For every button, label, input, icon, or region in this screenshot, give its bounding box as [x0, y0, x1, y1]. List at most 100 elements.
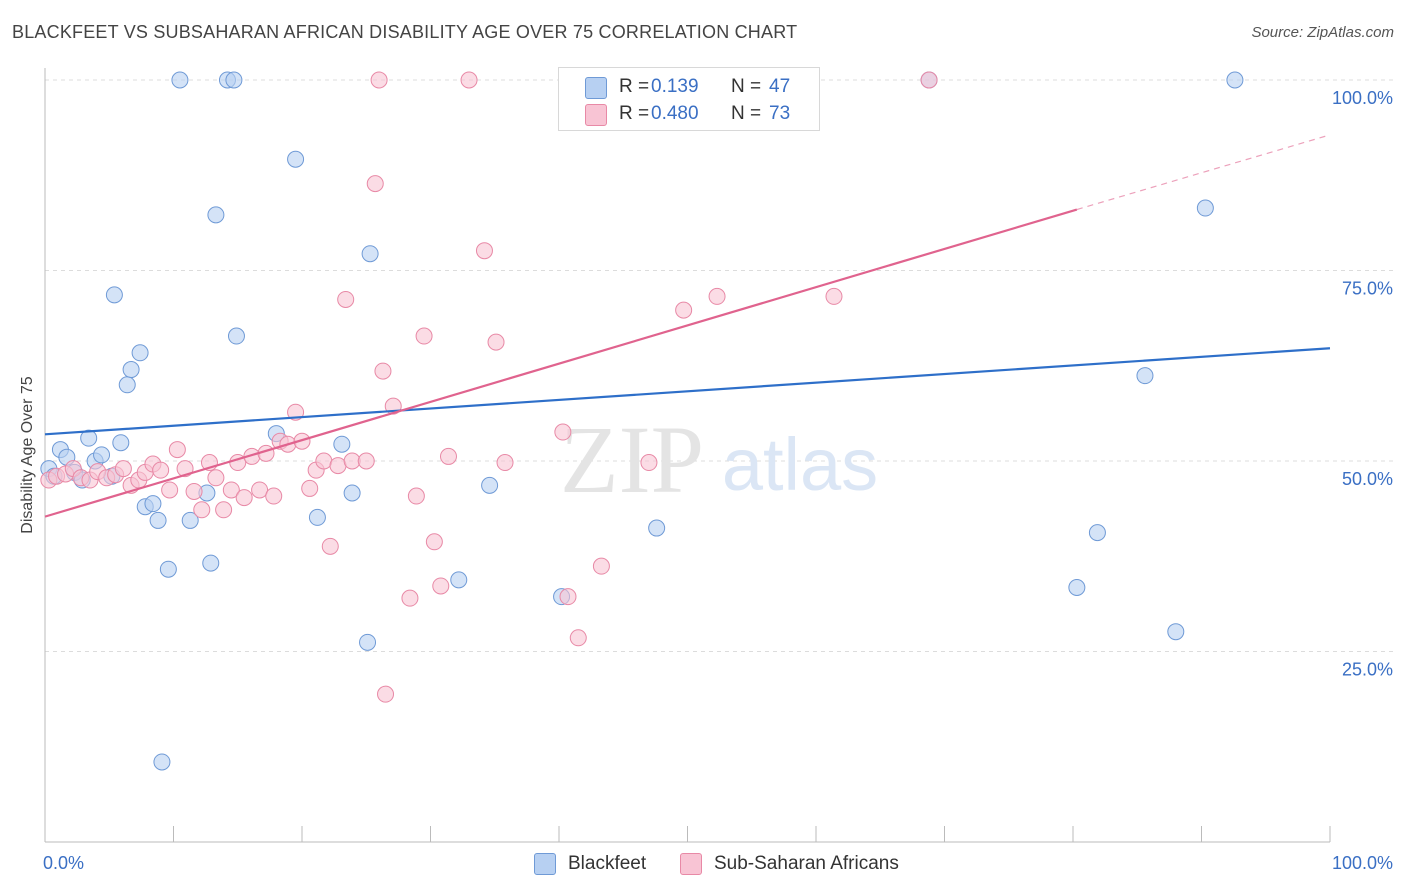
subsaharan-point — [315, 452, 333, 470]
legend-n-label: N = — [731, 103, 762, 124]
bottom-legend-swatch-subsaharan — [680, 853, 702, 875]
subsaharan-point — [337, 290, 355, 308]
subsaharan-point — [475, 242, 493, 260]
blackfeet-point — [227, 327, 245, 345]
chart-title: BLACKFEET VS SUBSAHARAN AFRICAN DISABILI… — [12, 22, 798, 42]
subsaharan-point — [114, 460, 132, 478]
blackfeet-point — [361, 245, 379, 263]
legend-r-label: R = — [619, 103, 650, 124]
subsaharan-point — [251, 481, 269, 499]
blackfeet-point — [153, 753, 171, 771]
bottom-legend-swatch-blackfeet — [534, 853, 556, 875]
subsaharan-point — [592, 557, 610, 575]
y-tick-label: 75.0% — [1342, 279, 1393, 299]
legend: R = 0.139 N = 47 R = 0.480 N = 73 — [558, 67, 820, 131]
blackfeet-point — [159, 560, 177, 578]
legend-r-value: 0.480 — [651, 103, 699, 124]
subsaharan-point — [554, 423, 572, 441]
subsaharan-point — [207, 469, 225, 487]
subsaharan-point — [640, 454, 658, 472]
bottom-legend-label-subsaharan: Sub-Saharan Africans — [714, 853, 899, 874]
bottom-legend-label-blackfeet: Blackfeet — [568, 853, 647, 874]
subsaharan-point — [185, 482, 203, 500]
subsaharan-point — [343, 452, 361, 470]
x-tick-label: 0.0% — [43, 853, 84, 873]
subsaharan-point — [161, 481, 179, 499]
subsaharan-point — [366, 175, 384, 193]
blackfeet-point — [207, 206, 225, 224]
blackfeet-point — [225, 71, 243, 89]
subsaharan-point — [168, 441, 186, 459]
subsaharan-point — [265, 487, 283, 505]
y-tick-label: 50.0% — [1342, 469, 1393, 489]
blackfeet-point — [80, 429, 98, 447]
legend-r-label: R = — [619, 76, 650, 97]
blackfeet-point — [481, 476, 499, 494]
blackfeet-point — [450, 571, 468, 589]
y-tick-label: 25.0% — [1342, 660, 1393, 680]
subsaharan-trend-line — [44, 208, 1078, 518]
subsaharan-point — [675, 301, 693, 319]
subsaharan-point — [487, 333, 505, 351]
legend-n-label: N = — [731, 76, 762, 97]
blackfeet-point — [105, 286, 123, 304]
subsaharan-point — [329, 457, 347, 475]
blackfeet-point — [287, 150, 305, 168]
subsaharan-trend-extension — [1076, 134, 1331, 211]
blackfeet-point — [122, 361, 140, 379]
blackfeet-point — [144, 495, 162, 513]
subsaharan-point — [401, 589, 419, 607]
watermark: ZIP atlas — [560, 406, 878, 513]
blackfeet-point — [308, 508, 326, 526]
subsaharan-point — [825, 287, 843, 305]
blackfeet-point — [1167, 623, 1185, 641]
watermark-atlas: atlas — [722, 423, 878, 506]
subsaharan-point — [425, 533, 443, 551]
blackfeet-point — [202, 554, 220, 572]
subsaharan-point — [559, 588, 577, 606]
blackfeet-point — [1226, 71, 1244, 89]
subsaharan-point — [708, 287, 726, 305]
subsaharan-point — [370, 71, 388, 89]
legend-n-value: 73 — [769, 103, 791, 124]
bottom-legend-subsaharan: Sub-Saharan Africans — [680, 852, 899, 876]
subsaharan-point — [569, 629, 587, 647]
subsaharan-point — [374, 362, 392, 380]
blackfeet-point — [1136, 367, 1154, 385]
blackfeet-trend-line — [44, 347, 1331, 436]
x-tick-label: 100.0% — [1332, 853, 1393, 873]
subsaharan-point — [377, 685, 395, 703]
blackfeet-point — [333, 435, 351, 453]
subsaharan-point — [460, 71, 478, 89]
legend-n-value: 47 — [769, 76, 791, 97]
blackfeet-point — [93, 446, 111, 464]
axis-layer — [44, 68, 1331, 843]
subsaharan-point — [152, 461, 170, 479]
blackfeet-point — [149, 511, 167, 529]
subsaharan-point — [215, 501, 233, 519]
legend-swatch-subsaharan — [585, 104, 607, 126]
bottom-legend-blackfeet: Blackfeet — [534, 852, 646, 876]
subsaharan-point — [301, 479, 319, 497]
blackfeet-point — [359, 633, 377, 651]
subsaharan-point — [439, 447, 457, 465]
subsaharan-point — [222, 481, 240, 499]
subsaharan-point — [920, 71, 938, 89]
blackfeet-point — [648, 519, 666, 537]
subsaharan-point — [235, 489, 253, 507]
blackfeet-point — [118, 376, 136, 394]
subsaharan-point — [357, 452, 375, 470]
subsaharan-point — [321, 537, 339, 555]
grid-layer — [45, 79, 1395, 652]
y-tick-label: 100.0% — [1332, 88, 1393, 108]
blackfeet-point — [171, 71, 189, 89]
blackfeet-point — [343, 484, 361, 502]
watermark-zip: ZIP — [560, 406, 704, 513]
blackfeet-point — [112, 434, 130, 452]
blackfeet-point — [1068, 578, 1086, 596]
blackfeet-point — [1196, 199, 1214, 217]
subsaharan-point — [496, 454, 514, 472]
subsaharan-point — [432, 577, 450, 595]
subsaharan-point — [415, 327, 433, 345]
